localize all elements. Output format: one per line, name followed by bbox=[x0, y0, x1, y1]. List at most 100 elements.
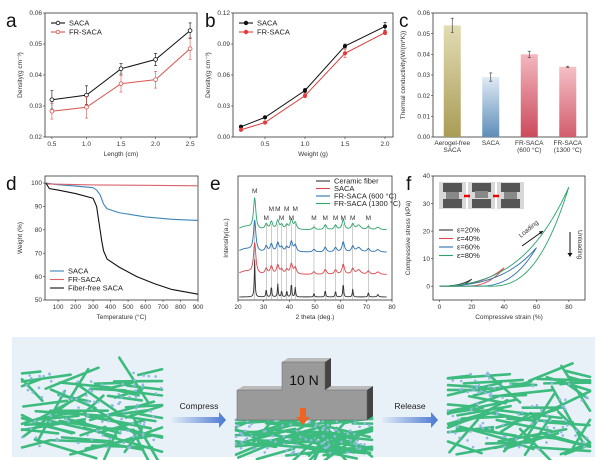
release-label: Release bbox=[394, 401, 425, 411]
data-point bbox=[49, 108, 55, 114]
legend-label: ε=20% bbox=[457, 226, 480, 235]
data-point bbox=[187, 46, 193, 51]
x-tick-label: 20 bbox=[468, 304, 476, 311]
panel-label-b: b bbox=[205, 11, 216, 32]
peak-label: M bbox=[333, 215, 338, 222]
x-tick-label: 0.5 bbox=[47, 141, 56, 148]
x-tick-label: 30 bbox=[260, 304, 268, 311]
x-tick-label: 80 bbox=[565, 304, 573, 311]
x-tick-label: 900 bbox=[193, 304, 204, 311]
y-tick-label: 20 bbox=[423, 228, 431, 235]
y-tick-label: 0.02 bbox=[29, 134, 42, 141]
y-axis-title: Weight (%) bbox=[17, 222, 24, 254]
error-bar bbox=[489, 72, 493, 82]
data-point bbox=[262, 115, 268, 120]
legend-marker bbox=[243, 20, 249, 26]
xrd-pattern-FR-SACA (1300 °C) bbox=[239, 197, 387, 231]
data-point bbox=[382, 24, 388, 29]
plot-frame-d bbox=[44, 175, 199, 301]
release-arrow bbox=[382, 412, 438, 428]
y-tick-label: 0.01 bbox=[417, 114, 430, 121]
xrd-pattern-FR-SACA (600 °C) bbox=[239, 219, 387, 253]
data-point bbox=[382, 30, 388, 35]
peak-label: M bbox=[350, 215, 355, 222]
x-tick-label: 100 bbox=[53, 304, 64, 311]
peak-label: M bbox=[293, 206, 298, 213]
x-tick-label: 40 bbox=[501, 304, 509, 311]
bar bbox=[482, 77, 500, 137]
y-axis-title: Density(g cm⁻³) bbox=[205, 52, 212, 98]
peak-label: M bbox=[341, 215, 346, 222]
y-tick-label: 50 bbox=[35, 297, 43, 304]
data-point bbox=[118, 81, 124, 86]
legend-label: FR-SACA (600 °C) bbox=[334, 192, 397, 201]
legend-marker bbox=[55, 29, 61, 35]
peak-label: M bbox=[264, 215, 269, 222]
x-tick-label: 0.5 bbox=[260, 141, 269, 148]
x-tick-label: 1.5 bbox=[340, 141, 349, 148]
y-tick-label: 0.05 bbox=[29, 41, 42, 48]
legend-label: ε=80% bbox=[457, 251, 480, 260]
legend-label: FR-SACA bbox=[69, 28, 102, 37]
compression-photo bbox=[439, 182, 466, 209]
loading-annotation: Loading bbox=[518, 219, 541, 239]
y-tick-label: 100 bbox=[31, 180, 42, 187]
peak-label: M bbox=[275, 206, 280, 213]
x-tick-label: 50 bbox=[311, 304, 319, 311]
category-label: (1300 °C) bbox=[554, 146, 582, 154]
peak-label: M bbox=[279, 215, 284, 222]
y-tick-label: 0.06 bbox=[29, 10, 42, 17]
hysteresis-loop-ε=80% bbox=[439, 186, 570, 287]
x-tick-label: 1.0 bbox=[300, 141, 309, 148]
data-point bbox=[262, 120, 268, 125]
y-axis-title: Intensity(a.u.) bbox=[223, 218, 230, 257]
y-tick-label: 40 bbox=[423, 173, 431, 180]
y-tick-label: 0.09 bbox=[217, 41, 230, 48]
x-tick-label: 200 bbox=[70, 304, 81, 311]
y-tick-label: 0.04 bbox=[417, 52, 430, 59]
loading-arrowhead bbox=[539, 231, 543, 235]
bar bbox=[559, 66, 577, 137]
y-tick-label: 0.00 bbox=[417, 134, 430, 141]
x-tick-label: 600 bbox=[140, 304, 151, 311]
legend-marker bbox=[243, 29, 249, 35]
y-tick-label: 0 bbox=[426, 283, 430, 290]
legend-label: FR-SACA bbox=[257, 28, 290, 37]
y-tick-label: 10 bbox=[423, 256, 431, 263]
x-axis-title: Length (cm) bbox=[104, 151, 139, 158]
x-tick-label: 20 bbox=[234, 304, 242, 311]
legend-label: SACA bbox=[69, 19, 89, 28]
data-point bbox=[84, 104, 89, 110]
x-axis-title: Compressive strain (%) bbox=[475, 314, 543, 321]
peak-label: M bbox=[252, 188, 257, 195]
y-tick-label: 0.03 bbox=[29, 103, 42, 110]
legend-label: FR-SACA bbox=[68, 275, 101, 284]
x-tick-label: 2.0 bbox=[380, 141, 389, 148]
category-label: Aerogel-free bbox=[434, 140, 470, 147]
y-tick-label: 0.05 bbox=[417, 31, 430, 38]
x-tick-label: 800 bbox=[175, 304, 186, 311]
unloading-annotation: Unloading bbox=[576, 230, 583, 260]
legend-label: SACA bbox=[257, 19, 277, 28]
y-tick-label: 70 bbox=[35, 250, 43, 257]
x-tick-label: 60 bbox=[337, 304, 345, 311]
panel-label-d: d bbox=[6, 174, 17, 195]
y-tick-label: 0.03 bbox=[217, 103, 230, 110]
aerogel-block-recovered bbox=[446, 362, 592, 460]
peak-label: M bbox=[323, 215, 328, 222]
compression-photo bbox=[468, 182, 495, 209]
legend-label: Fiber-free SACA bbox=[68, 284, 123, 293]
y-tick-label: 80 bbox=[35, 227, 43, 234]
data-point bbox=[49, 97, 55, 103]
x-tick-label: 1.0 bbox=[82, 141, 91, 148]
series-line-FR-SACA bbox=[45, 183, 199, 187]
x-axis-title: Weight (g) bbox=[298, 151, 328, 158]
legend-label: FR-SACA (1300 °C) bbox=[334, 199, 401, 208]
panel-label-e: e bbox=[210, 174, 221, 195]
x-tick-label: 60 bbox=[533, 304, 541, 311]
category-label: (600 °C) bbox=[517, 146, 541, 154]
y-tick-label: 0.00 bbox=[217, 134, 230, 141]
data-point bbox=[153, 77, 158, 82]
data-point bbox=[342, 43, 348, 49]
